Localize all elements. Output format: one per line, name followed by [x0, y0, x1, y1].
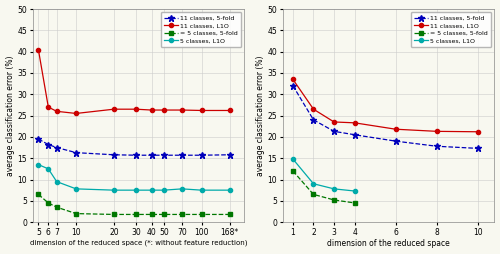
Legend: 11 classes, 5-fold, 11 classes, L1O, = 5 classes, 5-fold, 5 classes, L1O: 11 classes, 5-fold, 11 classes, L1O, = 5… — [411, 12, 492, 47]
Y-axis label: average classification error (%): average classification error (%) — [256, 55, 264, 176]
Y-axis label: average classification error (%): average classification error (%) — [6, 55, 15, 176]
X-axis label: dimension of the reduced space (*: without feature reduction): dimension of the reduced space (*: witho… — [30, 240, 248, 246]
Legend: 11 classes, 5-fold, 11 classes, L1O, = 5 classes, 5-fold, 5 classes, L1O: 11 classes, 5-fold, 11 classes, L1O, = 5… — [161, 12, 242, 47]
X-axis label: dimension of the reduced space: dimension of the reduced space — [327, 240, 450, 248]
